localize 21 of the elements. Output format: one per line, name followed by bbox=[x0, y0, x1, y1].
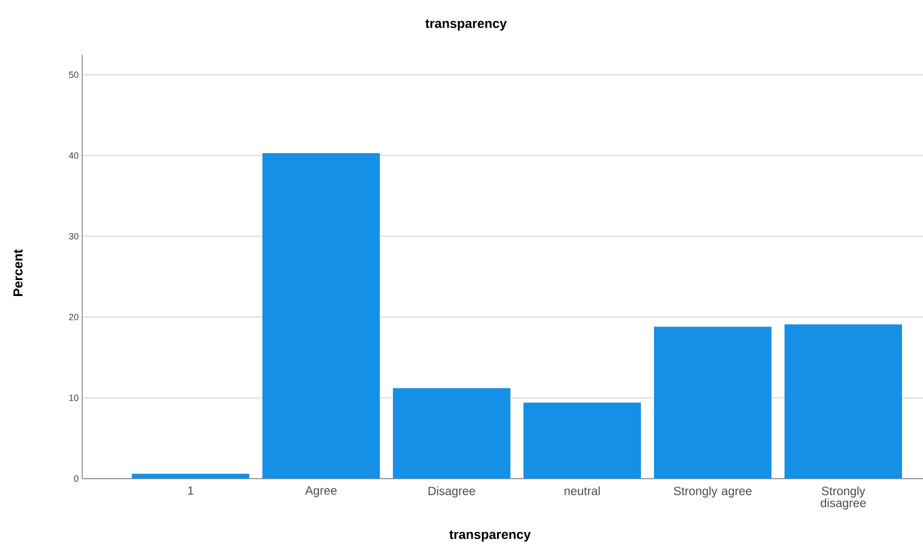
chart-title: transparency bbox=[425, 19, 507, 31]
y-tick-label: 40 bbox=[68, 152, 78, 159]
y-tick-label: 10 bbox=[69, 394, 78, 402]
x-tick-label: Strongly agree bbox=[674, 486, 752, 498]
y-tick-label: 30 bbox=[69, 233, 78, 240]
bar bbox=[654, 326, 772, 479]
y-axis-title: Percent bbox=[13, 249, 23, 296]
y-tick-label: 20 bbox=[69, 314, 78, 320]
x-tick-label: 1 bbox=[188, 486, 194, 495]
y-tick-label: 50 bbox=[69, 72, 78, 78]
y-tick-label: 0 bbox=[74, 475, 78, 482]
bar bbox=[262, 153, 380, 479]
bar bbox=[784, 324, 902, 479]
x-tick-label: Agree bbox=[305, 486, 337, 498]
x-tick-label: Disagree bbox=[428, 486, 476, 498]
bar bbox=[132, 474, 250, 479]
x-tick-label: neutral bbox=[564, 486, 600, 496]
x-tick-label: Strongly disagree bbox=[820, 486, 866, 510]
bar bbox=[392, 388, 510, 479]
x-axis-title: transparency bbox=[449, 530, 531, 542]
bar bbox=[523, 402, 641, 479]
